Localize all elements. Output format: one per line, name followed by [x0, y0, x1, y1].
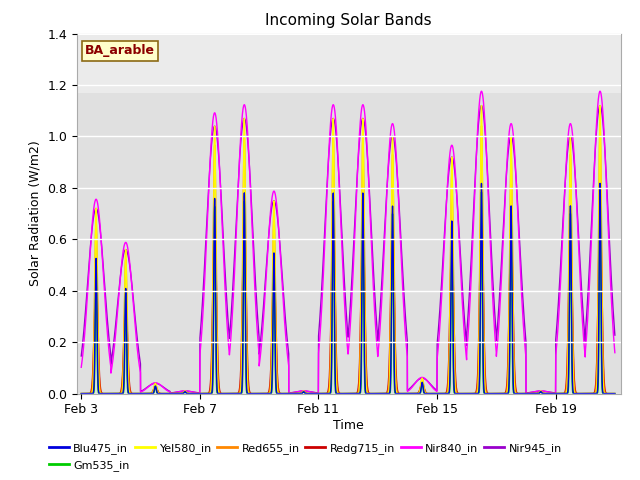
- Bar: [77, 34, 621, 93]
- Title: Incoming Solar Bands: Incoming Solar Bands: [266, 13, 432, 28]
- X-axis label: Time: Time: [333, 419, 364, 432]
- Bar: [77, 93, 621, 394]
- Legend: Blu475_in, Gm535_in, Yel580_in, Red655_in, Redg715_in, Nir840_in, Nir945_in: Blu475_in, Gm535_in, Yel580_in, Red655_i…: [44, 439, 566, 475]
- Y-axis label: Solar Radiation (W/m2): Solar Radiation (W/m2): [29, 141, 42, 287]
- Text: BA_arable: BA_arable: [85, 44, 155, 58]
